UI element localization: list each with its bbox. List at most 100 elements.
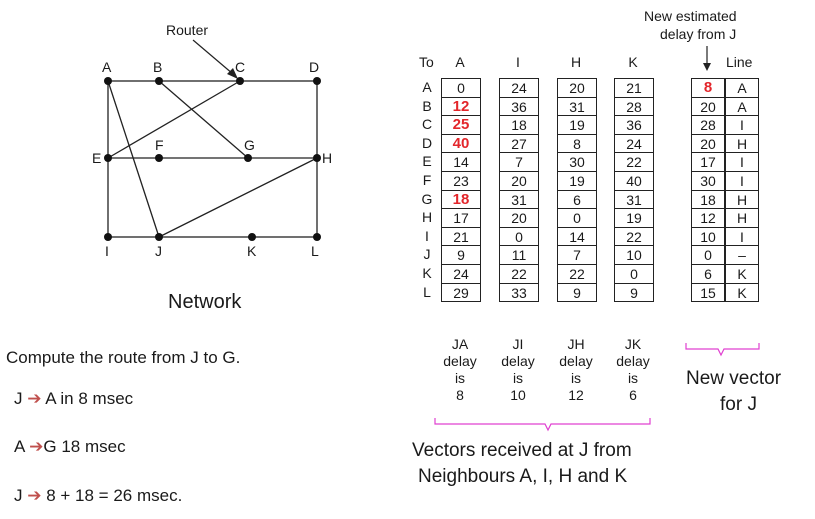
footer-line: JA — [451, 336, 469, 352]
delay-cell: 21 — [442, 228, 480, 247]
new-estimate-title-1: New estimated — [644, 8, 737, 24]
delay-cell: 9 — [615, 284, 653, 303]
footer-line: 6 — [629, 387, 637, 403]
delay-cell: 9 — [442, 246, 480, 265]
node-b — [155, 77, 163, 85]
new-vector-brace — [685, 343, 760, 357]
network-caption: Network — [168, 291, 242, 313]
delay-cell: 22 — [558, 265, 596, 284]
new-delay-cell: 18 — [692, 191, 724, 210]
delay-cell: 23 — [442, 172, 480, 191]
link-a-j — [107, 80, 160, 238]
delay-cell: 19 — [558, 116, 596, 135]
delay-cell: 22 — [500, 265, 538, 284]
delay-cell: 6 — [558, 191, 596, 210]
node-label-f: F — [155, 137, 164, 153]
delay-cell: 31 — [500, 191, 538, 210]
right-arrow-icon: ➔ — [27, 486, 42, 505]
node-label-e: E — [92, 150, 102, 166]
footer-line: is — [627, 370, 639, 386]
delay-cell: 0 — [500, 228, 538, 247]
delay-cell: 24 — [500, 79, 538, 98]
column-footer: JI delay is 10 — [490, 336, 546, 404]
line-cell: I — [726, 153, 758, 172]
node-label-c: C — [235, 59, 246, 75]
row-label: L — [423, 283, 431, 300]
delay-cell: 25 — [442, 116, 480, 135]
node-label-g: G — [244, 137, 255, 153]
delay-cell: 20 — [558, 79, 596, 98]
node-i — [104, 233, 112, 241]
new-vector-caption-1: New vector — [686, 368, 782, 389]
row-label: E — [422, 153, 432, 170]
delay-cell: 0 — [615, 265, 653, 284]
compute-step-2: A ➔G 18 msec — [14, 437, 126, 456]
footer-line: 10 — [510, 387, 526, 403]
line-cell: A — [726, 98, 758, 117]
line-cell: K — [726, 265, 758, 284]
new-delay-cell: 6 — [692, 265, 724, 284]
vectors-brace — [434, 418, 651, 432]
node-a — [104, 77, 112, 85]
delay-cell: 19 — [615, 209, 653, 228]
footer-line: delay — [616, 353, 650, 369]
node-g — [244, 154, 252, 162]
new-delay-cell: 30 — [692, 172, 724, 191]
node-label-l: L — [311, 243, 319, 259]
line-cell: H — [726, 135, 758, 154]
delay-cell: 7 — [500, 153, 538, 172]
node-c — [236, 77, 244, 85]
line-column: A A I H I I H H I – K K — [725, 78, 759, 303]
new-delay-column: 8 20 28 20 17 30 18 12 10 0 6 15 — [691, 78, 725, 303]
delay-cell: 21 — [615, 79, 653, 98]
delay-cell: 20 — [500, 172, 538, 191]
link-e-c — [107, 80, 241, 159]
delay-cell: 19 — [558, 172, 596, 191]
new-delay-cell: 0 — [692, 246, 724, 265]
line-header: Line — [726, 54, 753, 70]
vector-column: 21 28 36 24 22 40 31 19 22 10 0 9 — [614, 78, 654, 303]
delay-cell: 36 — [500, 98, 538, 117]
vector-column: 24 36 18 27 7 20 31 20 0 11 22 33 — [499, 78, 539, 303]
delay-cell: 0 — [442, 79, 480, 98]
node-h — [313, 154, 321, 162]
column-header: H — [570, 54, 582, 70]
footer-line: delay — [501, 353, 535, 369]
footer-line: 8 — [456, 387, 464, 403]
delay-cell: 18 — [442, 191, 480, 210]
delay-cell: 36 — [615, 116, 653, 135]
column-header: K — [628, 54, 638, 70]
right-arrow-icon: ➔ — [29, 437, 44, 456]
compute-title: Compute the route from J to G. — [6, 348, 241, 367]
delay-cell: 22 — [615, 228, 653, 247]
compute-step-3: J ➔ 8 + 18 = 26 msec. — [14, 486, 183, 505]
delay-cell: 11 — [500, 246, 538, 265]
column-header: I — [516, 54, 520, 70]
delay-cell: 14 — [558, 228, 596, 247]
node-label-i: I — [105, 243, 109, 259]
new-delay-cell: 20 — [692, 135, 724, 154]
node-f — [155, 154, 163, 162]
row-label: I — [425, 227, 429, 244]
delay-cell: 31 — [615, 191, 653, 210]
line-cell: H — [726, 191, 758, 210]
line-cell: I — [726, 116, 758, 135]
line-cell: I — [726, 172, 758, 191]
footer-line: delay — [559, 353, 593, 369]
delay-cell: 40 — [442, 135, 480, 154]
router-pointer — [192, 39, 234, 75]
line-cell: K — [726, 284, 758, 303]
new-delay-cell: 28 — [692, 116, 724, 135]
node-l — [313, 233, 321, 241]
row-label: D — [421, 134, 433, 151]
network-outer-frame — [107, 80, 318, 238]
node-label-b: B — [153, 59, 163, 75]
line-cell: H — [726, 209, 758, 228]
link-b-g — [158, 80, 249, 159]
vector-column: 0 12 25 40 14 23 18 17 21 9 24 29 — [441, 78, 481, 303]
delay-cell: 24 — [615, 135, 653, 154]
node-label-j: J — [155, 243, 162, 259]
delay-cell: 8 — [558, 135, 596, 154]
column-header: A — [455, 54, 465, 70]
